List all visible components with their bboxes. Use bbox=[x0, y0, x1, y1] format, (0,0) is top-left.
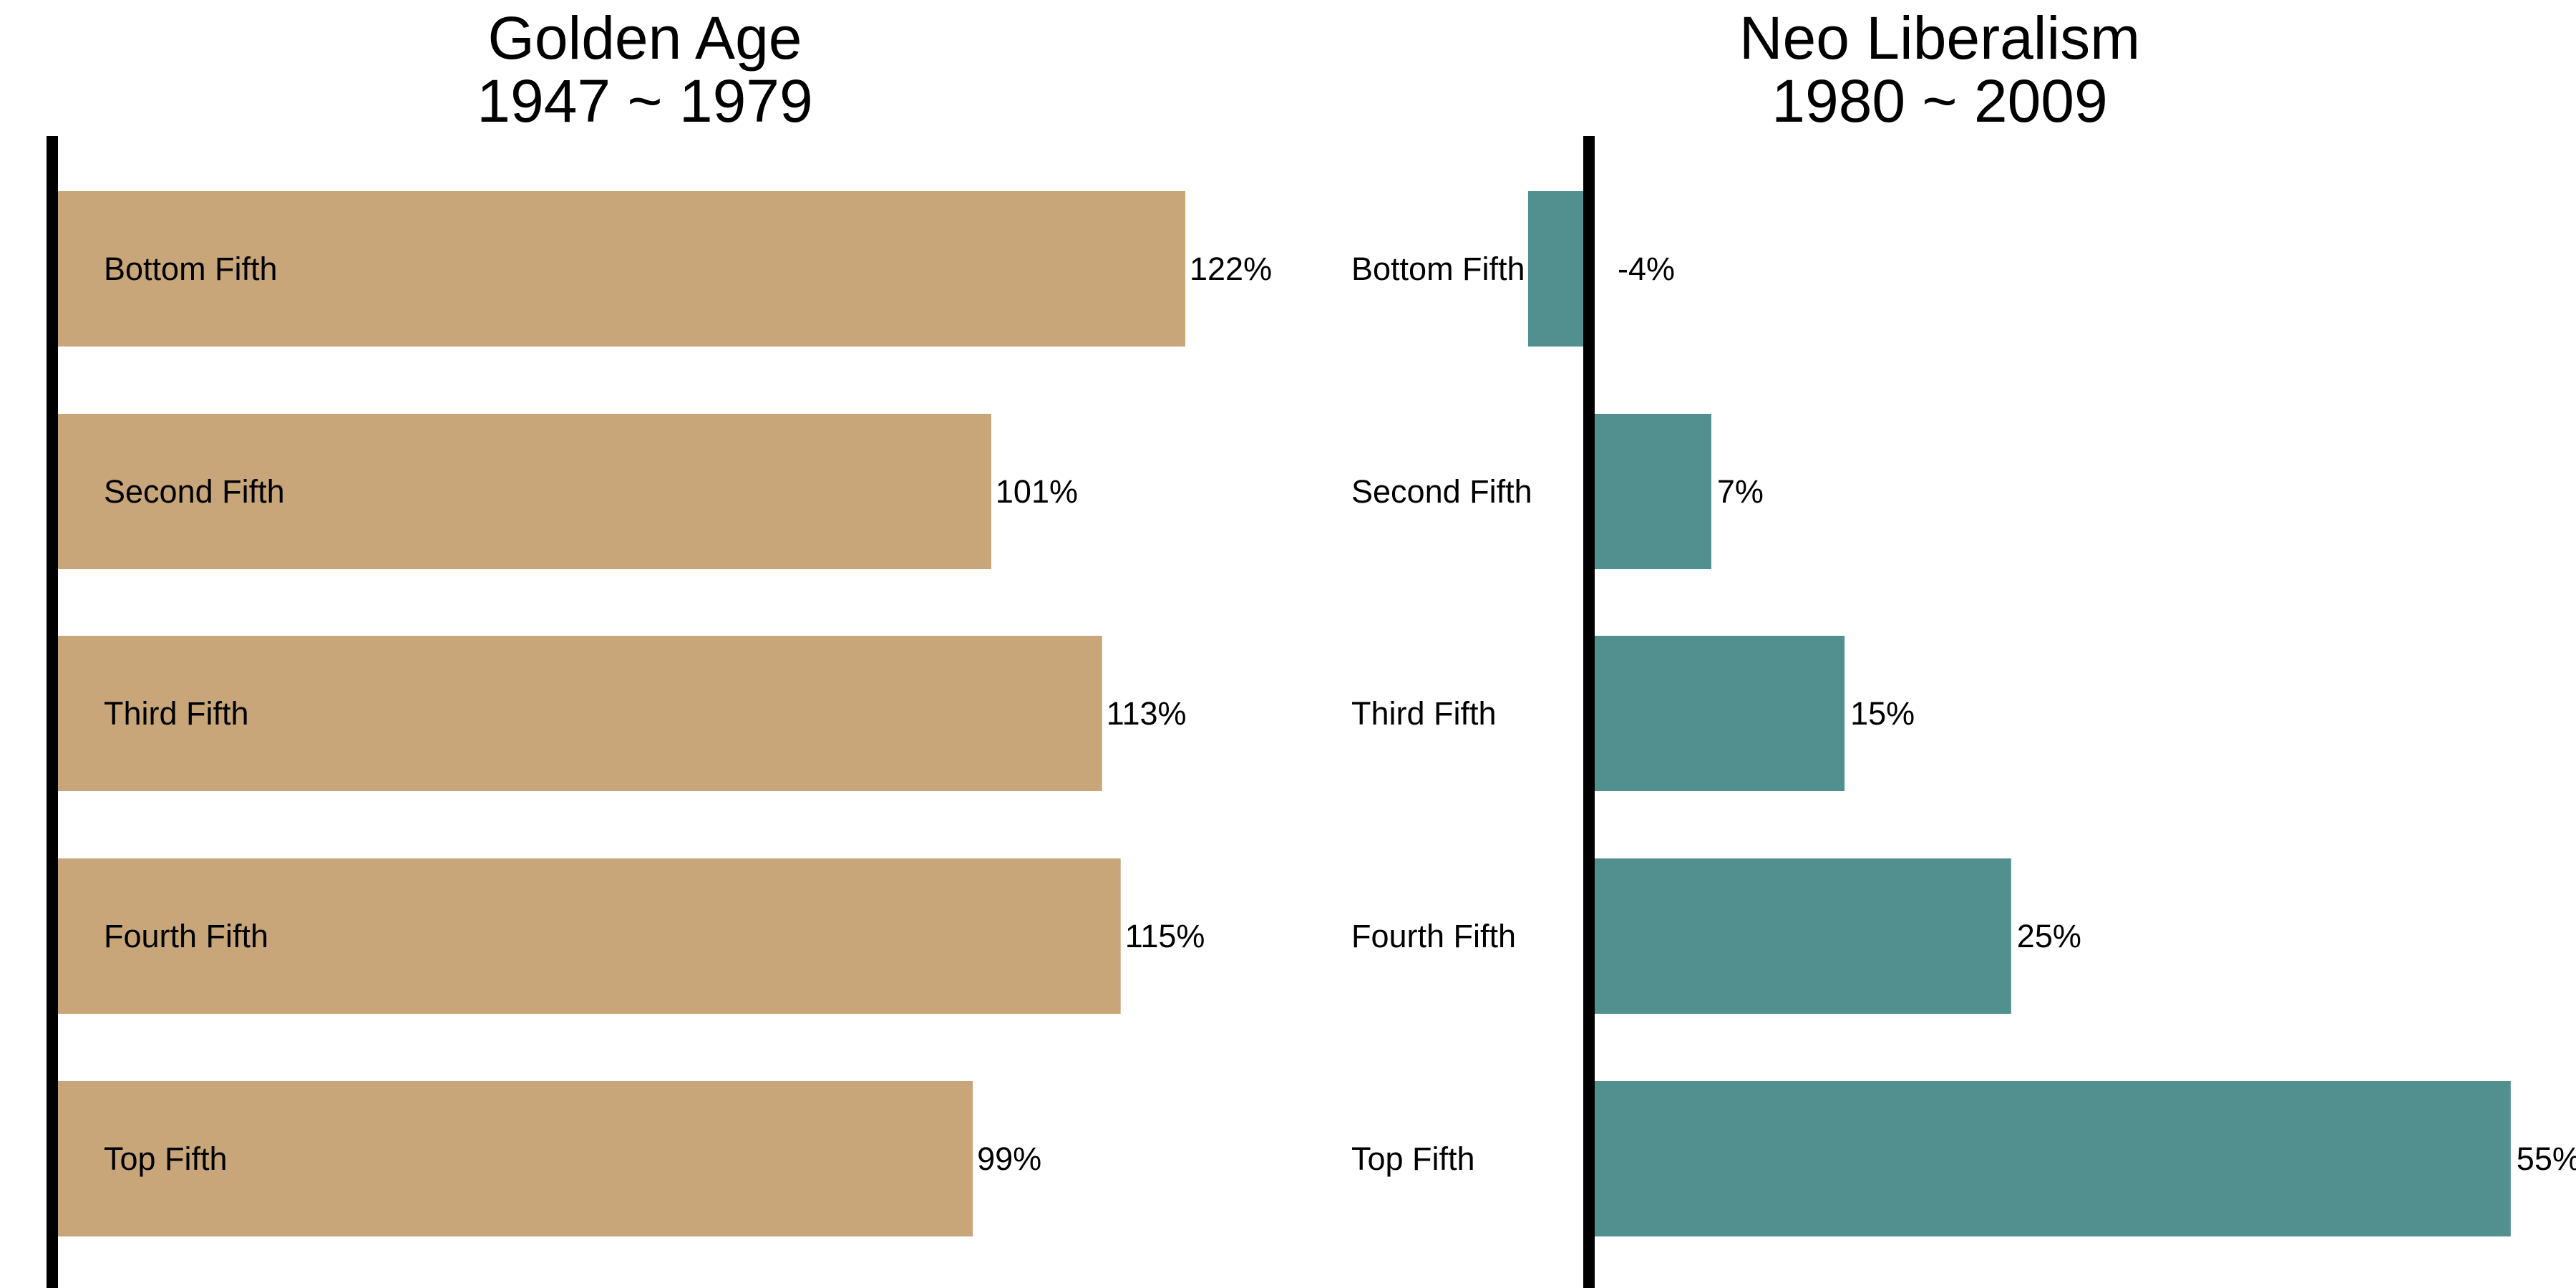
category-label: Bottom Fifth bbox=[104, 251, 278, 287]
panel-title: Golden Age bbox=[487, 4, 802, 72]
value-label: 7% bbox=[1717, 473, 1764, 510]
panel-neo-liberalism: Neo Liberalism 1980 ~ 2009 Bottom Fifth -… bbox=[1351, 4, 2576, 1288]
value-label: 15% bbox=[1850, 695, 1915, 732]
value-label: 101% bbox=[996, 473, 1078, 510]
value-label: 122% bbox=[1190, 251, 1272, 287]
value-label: 113% bbox=[1107, 695, 1187, 732]
category-label: Fourth Fifth bbox=[104, 918, 268, 954]
bar-bottom-fifth bbox=[58, 191, 1185, 347]
panel-golden-age: Golden Age 1947 ~ 1979 Bottom Fifth 122% S… bbox=[47, 4, 1272, 1288]
zero-axis-line bbox=[1583, 136, 1595, 1288]
bar-top-fifth bbox=[58, 1081, 973, 1236]
value-label: -4% bbox=[1618, 251, 1675, 287]
category-label: Top Fifth bbox=[1351, 1141, 1475, 1177]
bar-top-fifth bbox=[1595, 1081, 2511, 1236]
bar-group: Bottom Fifth 122% Second Fifth 101% Third Fi… bbox=[47, 136, 1272, 1288]
category-label: Second Fifth bbox=[1351, 473, 1532, 510]
bar-third-fifth bbox=[58, 636, 1102, 791]
bar-second-fifth bbox=[58, 414, 991, 569]
panel-subtitle: 1947 ~ 1979 bbox=[477, 67, 812, 135]
category-label: Third Fifth bbox=[104, 695, 249, 732]
category-label: Third Fifth bbox=[1351, 695, 1497, 732]
zero-axis-line bbox=[47, 136, 58, 1288]
value-label: 55% bbox=[2517, 1141, 2576, 1177]
category-label: Bottom Fifth bbox=[1351, 251, 1525, 287]
category-label: Top Fifth bbox=[104, 1141, 228, 1177]
panel-title: Neo Liberalism bbox=[1739, 4, 2140, 72]
bar-group: Bottom Fifth -4% Second Fifth 7% Third Fifth… bbox=[1351, 136, 2576, 1288]
bar-second-fifth bbox=[1595, 414, 1711, 569]
bar-fourth-fifth bbox=[1595, 858, 2011, 1014]
value-label: 115% bbox=[1125, 918, 1205, 954]
category-label: Fourth Fifth bbox=[1351, 918, 1516, 954]
value-label: 25% bbox=[2017, 918, 2081, 954]
bar-fourth-fifth bbox=[58, 858, 1121, 1014]
value-label: 99% bbox=[977, 1141, 1041, 1177]
bar-third-fifth bbox=[1595, 636, 1845, 791]
category-label: Second Fifth bbox=[104, 473, 285, 510]
panel-subtitle: 1980 ~ 2009 bbox=[1771, 67, 2107, 135]
